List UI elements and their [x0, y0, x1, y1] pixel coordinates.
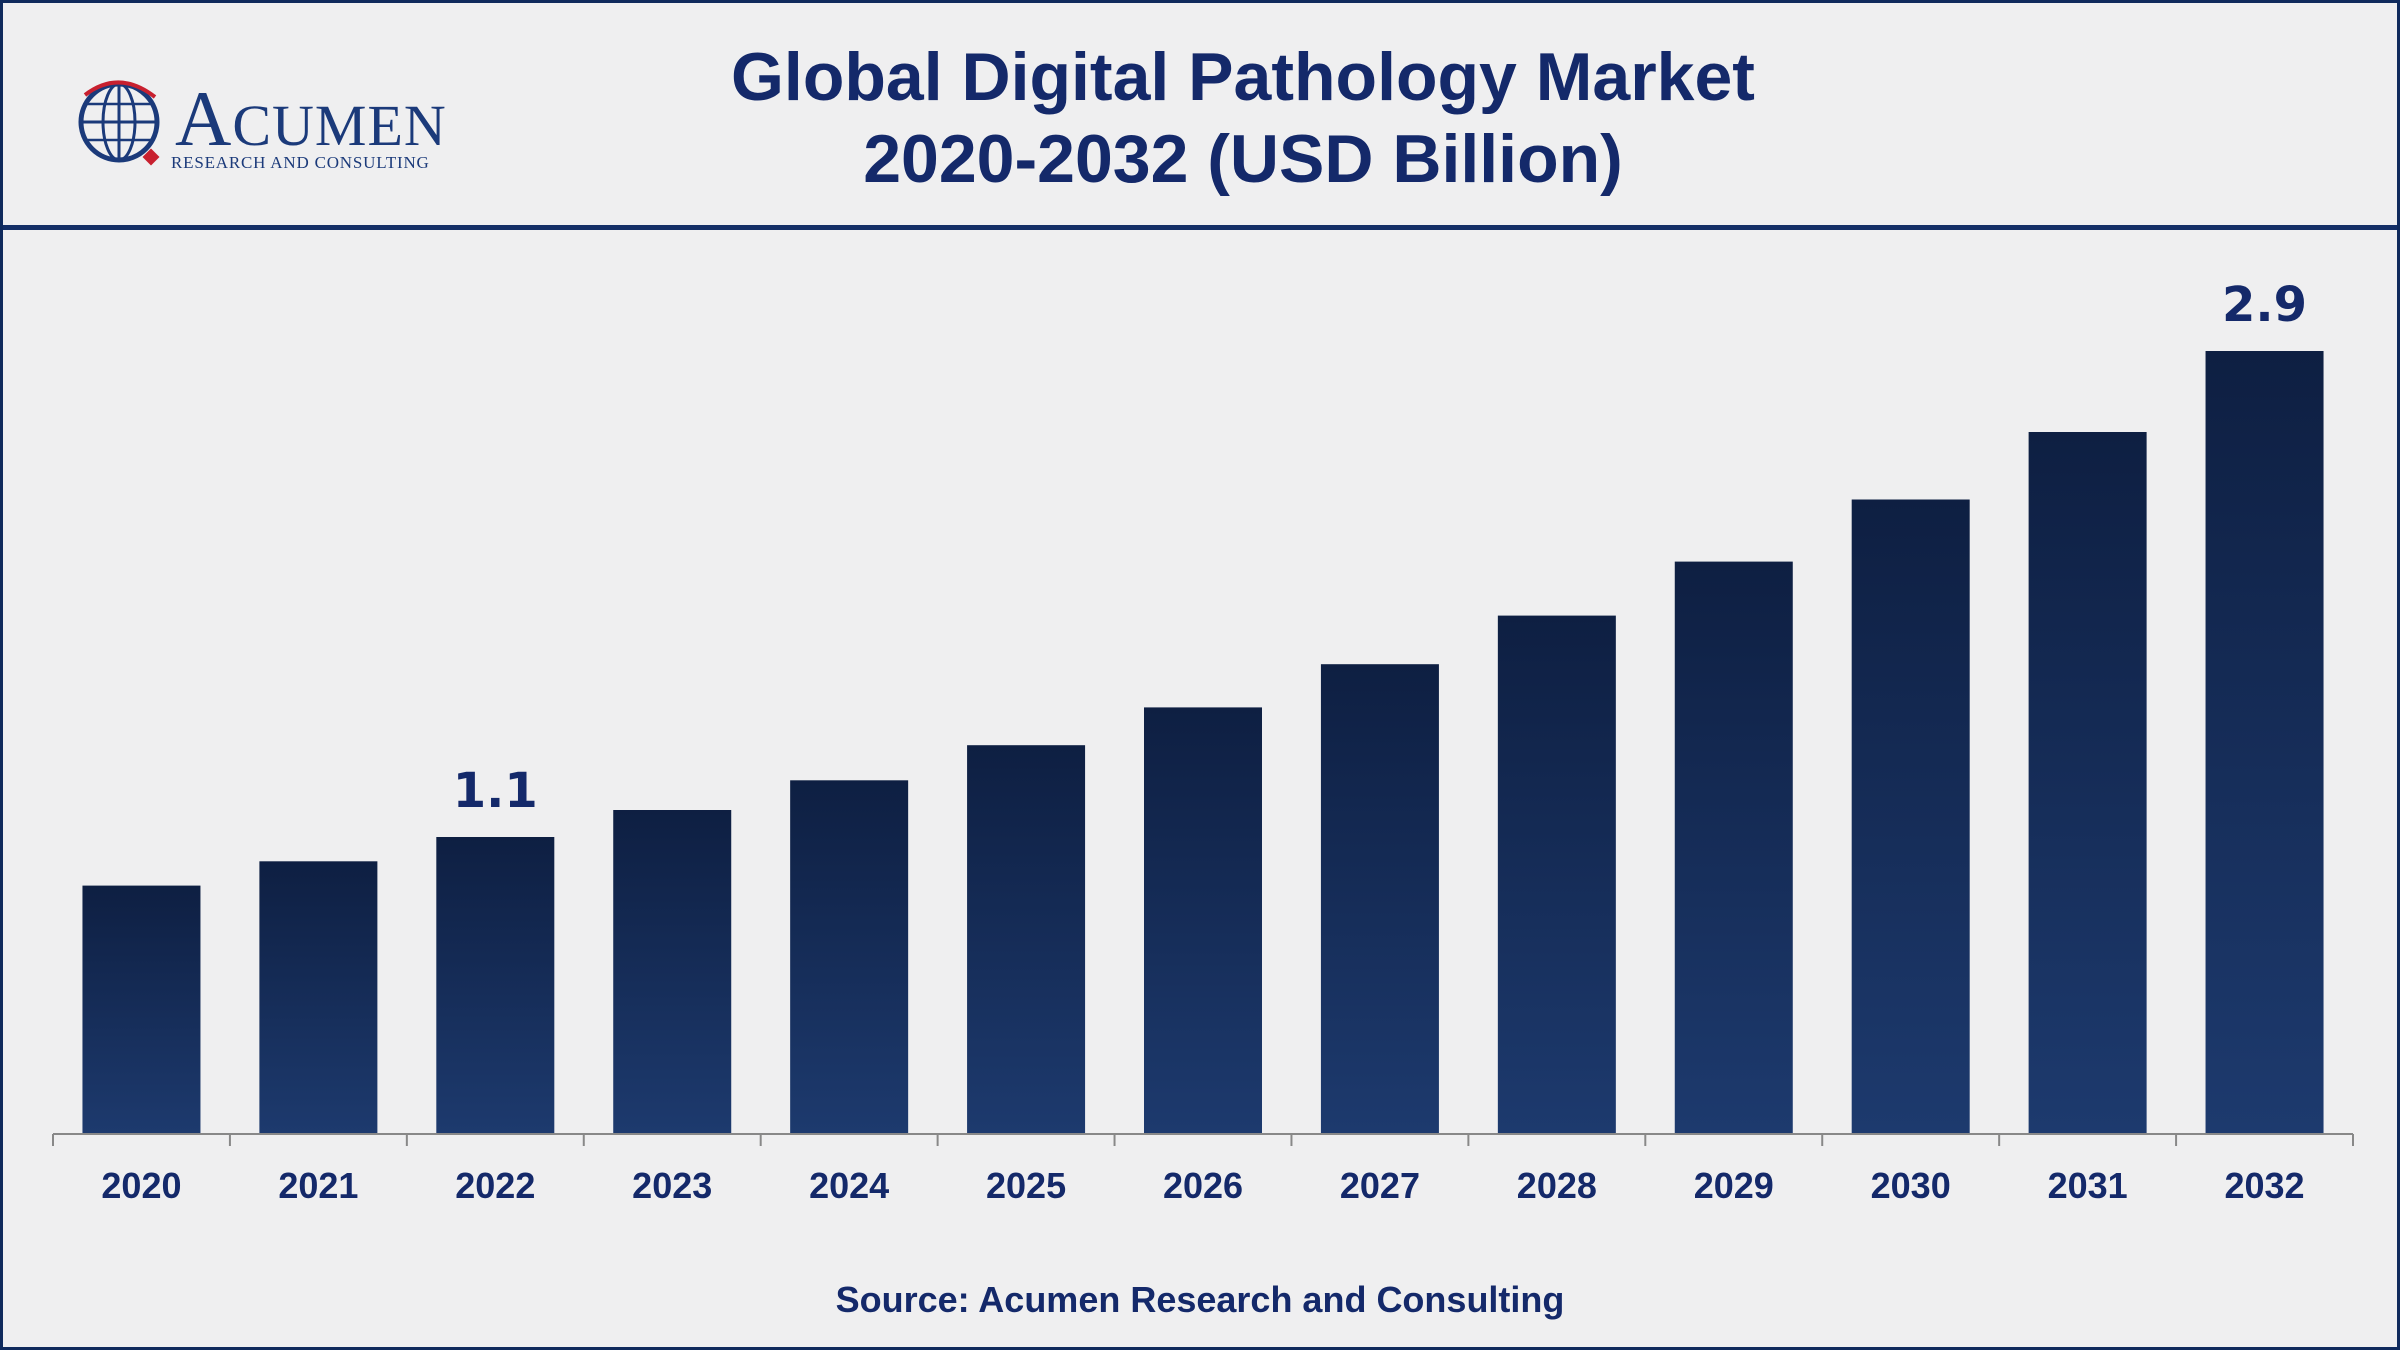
bar-2025	[967, 745, 1086, 1134]
bar-2022	[436, 837, 555, 1134]
bar-2023	[613, 810, 732, 1134]
x-tick-label-2027: 2027	[1340, 1165, 1420, 1206]
source-note: Source: Acumen Research and Consulting	[835, 1279, 1565, 1320]
bar-2027	[1320, 664, 1439, 1134]
x-tick-label-2032: 2032	[2224, 1165, 2304, 1206]
chart-title-line2: 2020-2032 (USD Billion)	[863, 121, 1623, 197]
x-tick-label-2021: 2021	[278, 1165, 358, 1206]
bar-2024	[790, 780, 909, 1134]
x-tick-label-2026: 2026	[1163, 1165, 1243, 1206]
acumen-logo: ACUMEN RESEARCH AND CONSULTING	[75, 77, 475, 177]
x-tick-label-2028: 2028	[1517, 1165, 1597, 1206]
logo-wordmark: ACUMEN	[175, 75, 447, 162]
bar-2028	[1497, 615, 1616, 1134]
header: ACUMEN RESEARCH AND CONSULTING Global Di…	[3, 3, 2397, 230]
bar-2029	[1674, 561, 1793, 1134]
x-tick-label-2020: 2020	[101, 1165, 181, 1206]
bar-chart: 2020 2021 2022 1.1 2023 2024 2025 2026 2027 2028 2…	[52, 277, 2354, 1206]
bar-2032	[2205, 351, 2324, 1134]
data-label-2032: 2.9	[2222, 277, 2307, 333]
bar-2030	[1851, 499, 1970, 1134]
x-tick-label-2029: 2029	[1694, 1165, 1774, 1206]
x-tick-label-2022: 2022	[455, 1165, 535, 1206]
x-tick-label-2023: 2023	[632, 1165, 712, 1206]
x-tick-label-2025: 2025	[986, 1165, 1066, 1206]
x-tick-label-2030: 2030	[1871, 1165, 1951, 1206]
bar-2020	[82, 885, 201, 1134]
bar-2021	[259, 861, 378, 1134]
logo-tagline: RESEARCH AND CONSULTING	[171, 153, 430, 172]
bar-2026	[1144, 707, 1262, 1134]
bar-2031	[2028, 432, 2147, 1134]
x-tick-label-2024: 2024	[809, 1165, 889, 1206]
globe-icon	[78, 80, 160, 166]
chart-title-line1: Global Digital Pathology Market	[731, 39, 1755, 115]
x-tick-label-2031: 2031	[2048, 1165, 2128, 1206]
data-label-2022: 1.1	[453, 763, 538, 819]
